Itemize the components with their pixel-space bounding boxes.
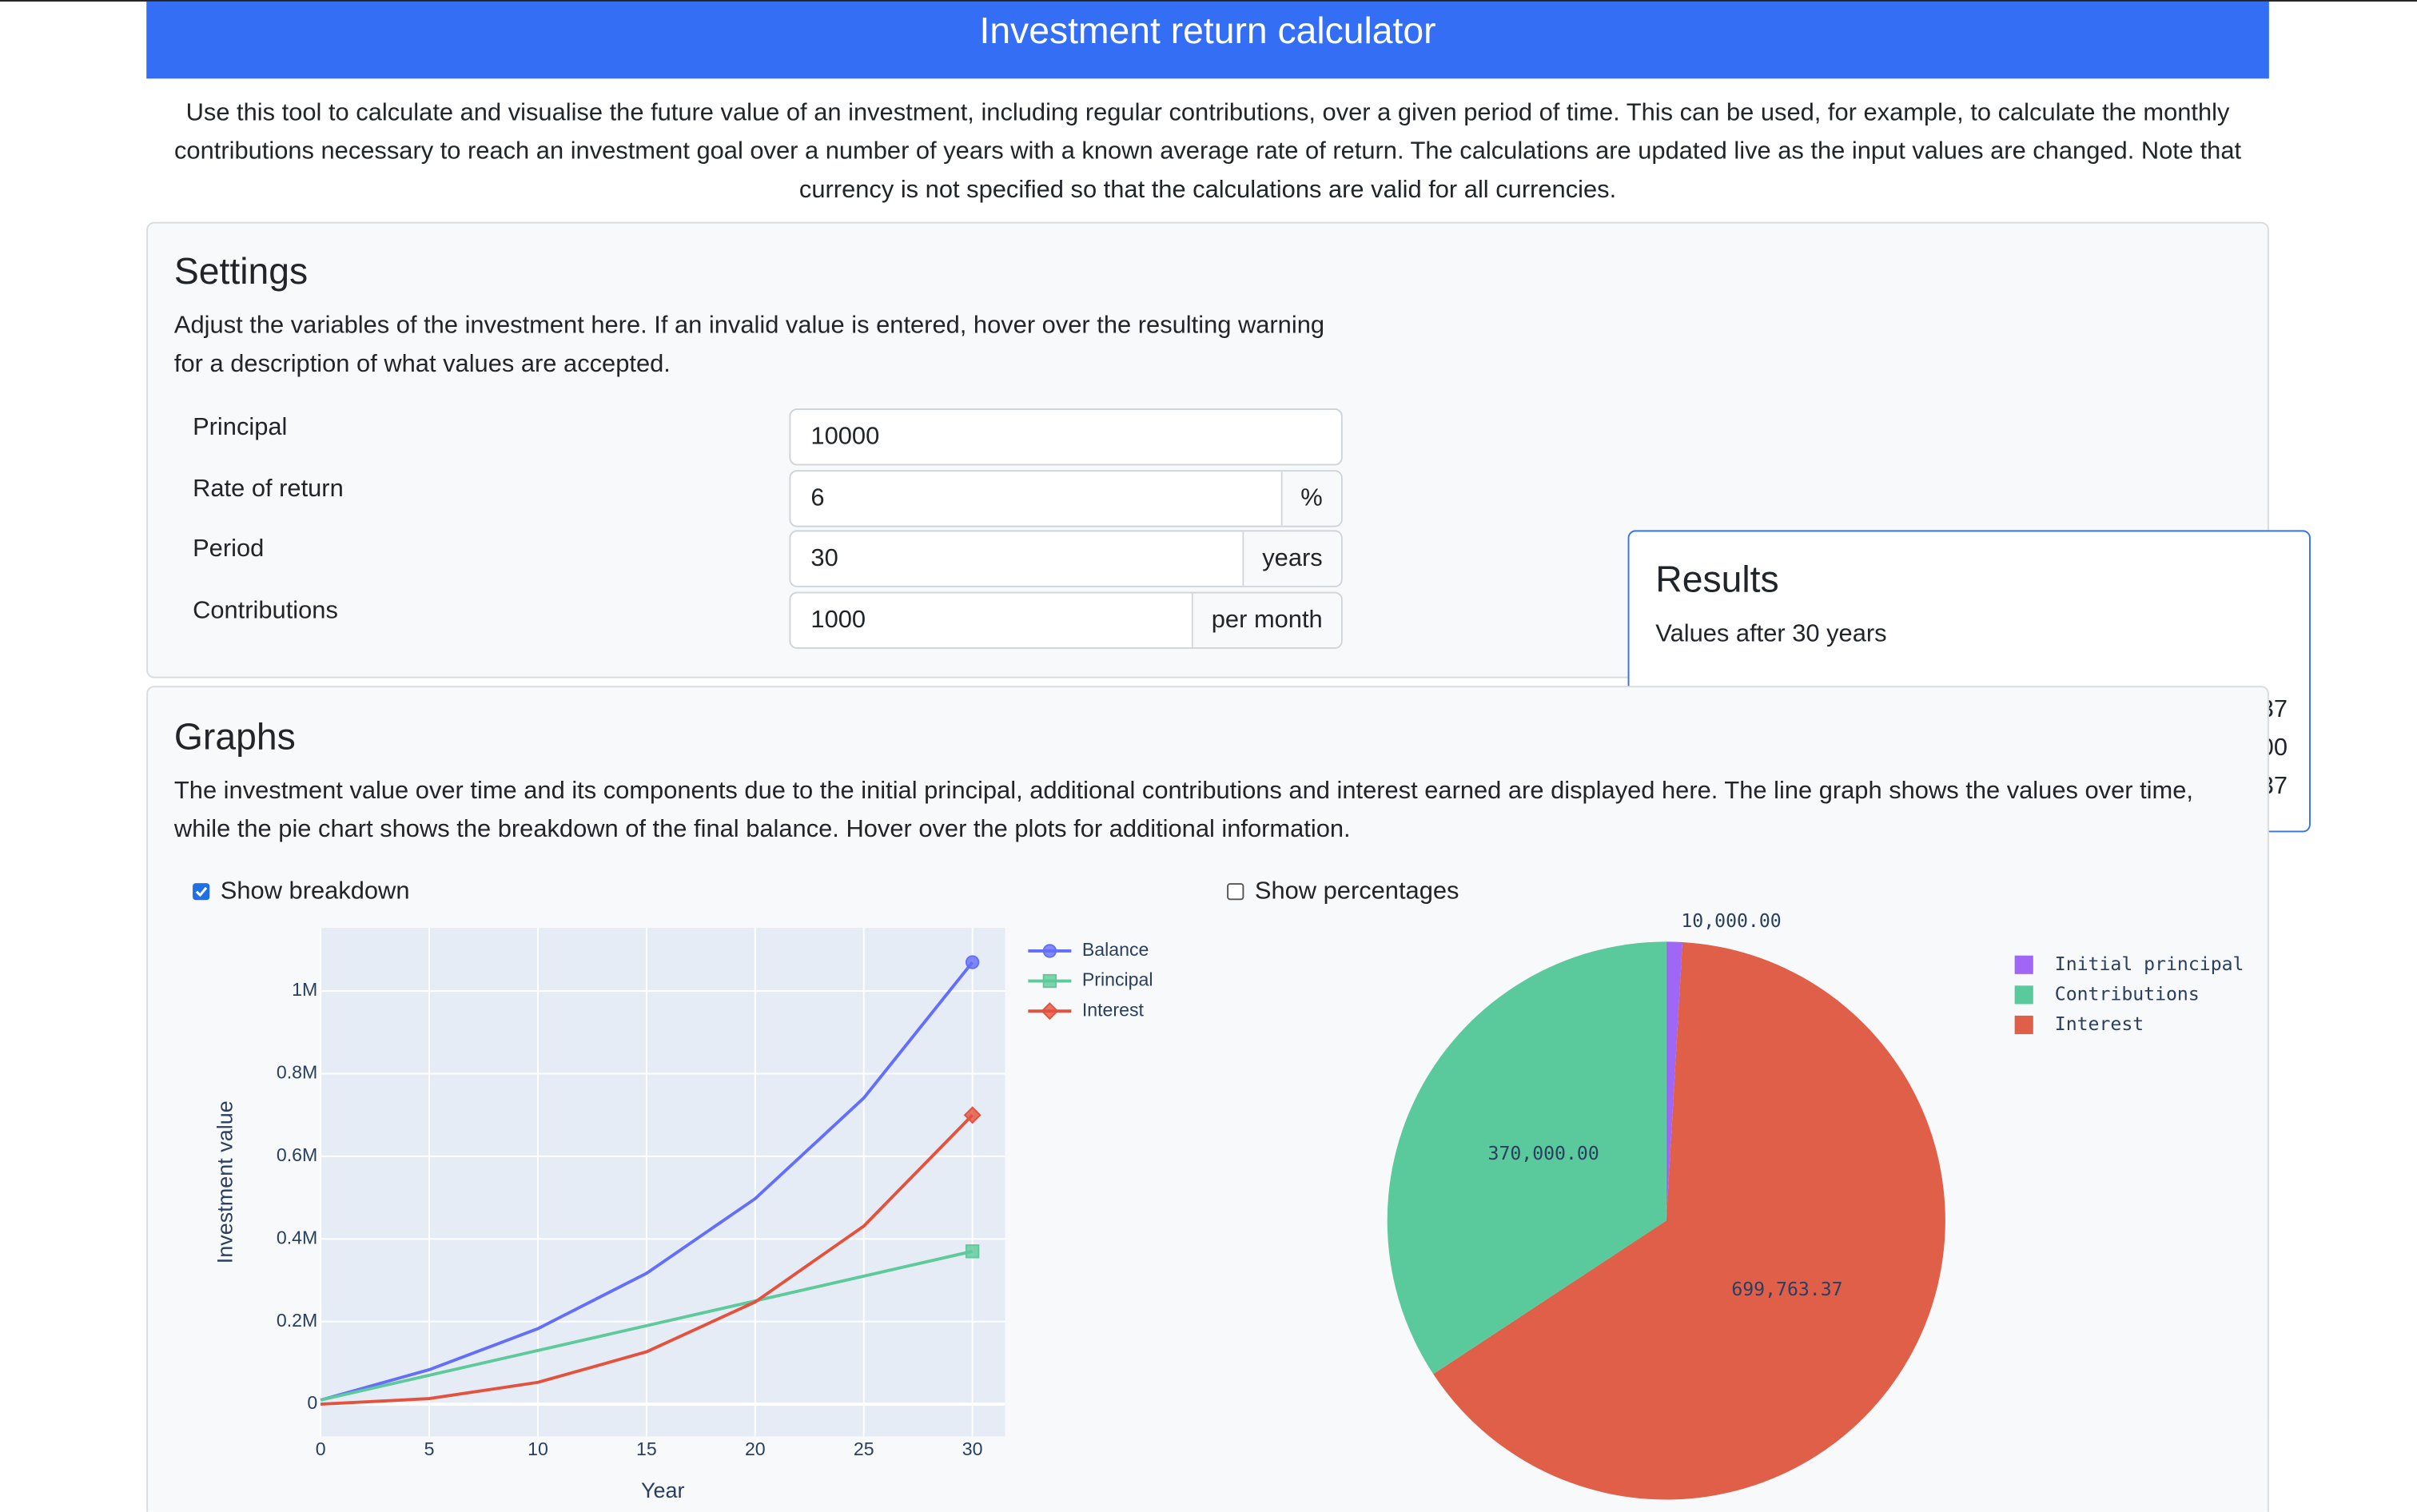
input[interactable]: 6% (789, 470, 1343, 527)
x-tick-label: 10 (528, 1438, 548, 1459)
input-value: 6 (810, 485, 825, 512)
field-label: Period (193, 536, 265, 563)
graphs-title: Graphs (173, 716, 296, 758)
x-tick-label: 20 (745, 1438, 766, 1459)
pie-label: 370,000.00 (1488, 1144, 1599, 1164)
settings-title: Settings (173, 251, 309, 293)
plot-background (321, 927, 1005, 1437)
x-tick-label: 0 (316, 1438, 326, 1459)
legend-swatch (2014, 985, 2033, 1005)
input-value: 1000 (810, 607, 866, 634)
legend-label: Interest (2055, 1014, 2144, 1035)
header: Investment return calculator (146, 1, 2269, 79)
series-line (320, 1249, 974, 1402)
results-subtitle: Values after 30 years (1655, 621, 1887, 647)
input-value: 10000 (810, 424, 880, 451)
settings-description: Adjust the variables of the investment h… (173, 312, 1325, 378)
legend-swatch (2014, 955, 2033, 974)
x-tick-label: 30 (962, 1438, 983, 1459)
checkbox[interactable] (193, 883, 210, 901)
y-tick-label: 1M (292, 979, 317, 1000)
legend-label: Balance (1082, 939, 1149, 960)
pie-slice (1666, 941, 1683, 1221)
y-tick-label: 0.6M (277, 1144, 317, 1165)
end-marker (963, 1106, 982, 1124)
results-title: Results (1655, 559, 1779, 602)
intro: Use this tool to calculate and visualise… (173, 100, 2242, 204)
end-marker (965, 1244, 980, 1259)
input[interactable]: 30 years (789, 530, 1343, 587)
y-tick-label: 0.8M (277, 1062, 317, 1083)
y-tick-label: 0.2M (277, 1310, 317, 1331)
end-marker (965, 955, 980, 969)
input-value: 30 (810, 545, 838, 572)
legend-label: Contributions (2055, 984, 2200, 1005)
y-tick-label: 0 (307, 1392, 317, 1413)
field-label: Principal (193, 414, 288, 441)
y-axis-title: Investment value (213, 1100, 237, 1263)
input[interactable]: 10000 (789, 408, 1343, 466)
legend-marker (1042, 973, 1057, 989)
legend-label: Initial principal (2055, 954, 2244, 975)
x-tick-label: 15 (636, 1438, 657, 1459)
legend-marker (1042, 944, 1057, 958)
checkbox-label[interactable]: Show percentages (1254, 878, 1459, 905)
pie-label: 10,000.00 (1681, 911, 1781, 932)
x-axis-title: Year (641, 1478, 685, 1502)
legend-label: Interest (1082, 999, 1145, 1020)
series-line (321, 1113, 974, 1407)
pie-slice (1433, 941, 1945, 1500)
input-unit: % (1280, 472, 1341, 526)
pie-label: 699,763.37 (1731, 1279, 1842, 1300)
x-tick-label: 5 (424, 1438, 435, 1459)
y-tick-label: 0.4M (277, 1227, 317, 1247)
legend-label: Principal (1082, 969, 1153, 990)
legend-swatch (2014, 1015, 2033, 1035)
input[interactable]: 1000 per month (789, 591, 1343, 649)
x-tick-label: 25 (854, 1438, 874, 1459)
series-line (320, 961, 974, 1402)
checkbox[interactable] (1227, 883, 1244, 901)
pie-slice (1387, 941, 1666, 1375)
checkbox-label[interactable]: Show breakdown (220, 878, 410, 905)
legend-marker (1041, 1002, 1059, 1021)
input-unit: per month (1191, 593, 1341, 647)
top-border (0, 0, 2417, 2)
field-label: Contributions (193, 598, 338, 625)
graphs-description: The investment value over time and its c… (173, 778, 2193, 843)
field-label: Rate of return (193, 475, 344, 503)
input-unit: years (1242, 531, 1341, 586)
